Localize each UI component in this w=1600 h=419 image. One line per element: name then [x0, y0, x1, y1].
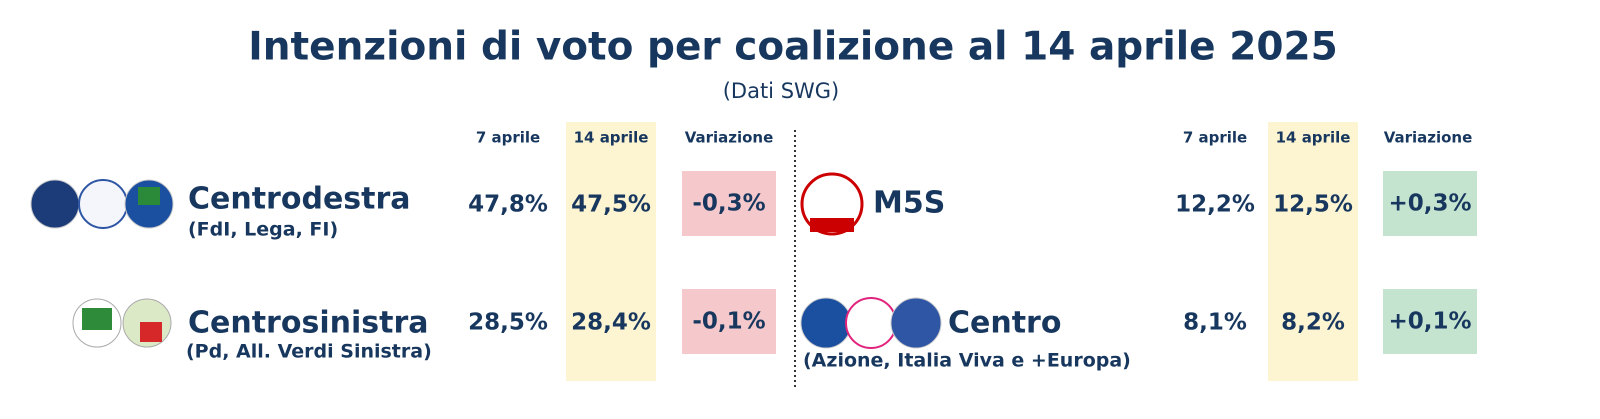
coalition-detail: (FdI, Lega, FI) — [188, 219, 338, 241]
column-header: 14 aprile — [1276, 129, 1351, 147]
column-header: Variazione — [685, 129, 774, 147]
coalition-name: Centro — [948, 306, 1061, 341]
column-header: 7 aprile — [1183, 129, 1247, 147]
highlight-column — [566, 122, 656, 381]
value-curr: 8,2% — [1281, 310, 1345, 336]
value-curr: 28,4% — [571, 310, 651, 336]
subtitle: (Dati SWG) — [723, 79, 840, 103]
column-header: Variazione — [1384, 129, 1473, 147]
coalition-detail: (Pd, All. Verdi Sinistra) — [186, 341, 432, 363]
value-curr: 12,5% — [1273, 192, 1353, 218]
coalition-name: Centrosinistra — [188, 306, 428, 341]
highlight-column — [1268, 122, 1358, 381]
value-change: +0,1% — [1388, 309, 1471, 335]
change-box — [682, 171, 776, 236]
column-header: 7 aprile — [476, 129, 540, 147]
coalition-name: M5S — [873, 186, 945, 221]
change-box — [682, 289, 776, 354]
title: Intenzioni di voto per coalizione al 14 … — [248, 25, 1338, 70]
value-curr: 47,5% — [571, 192, 651, 218]
logos — [30, 172, 942, 349]
value-prev: 47,8% — [468, 192, 548, 218]
value-change: +0,3% — [1388, 191, 1471, 217]
column-header: 14 aprile — [574, 129, 649, 147]
coalition-name: Centrodestra — [188, 182, 411, 217]
value-prev: 12,2% — [1175, 192, 1255, 218]
value-change: -0,1% — [692, 309, 765, 335]
change-box — [1383, 289, 1477, 354]
value-change: -0,3% — [692, 191, 765, 217]
value-prev: 28,5% — [468, 310, 548, 336]
change-box — [1383, 171, 1477, 236]
coalition-detail: (Azione, Italia Viva e +Europa) — [803, 350, 1131, 372]
value-prev: 8,1% — [1183, 310, 1247, 336]
